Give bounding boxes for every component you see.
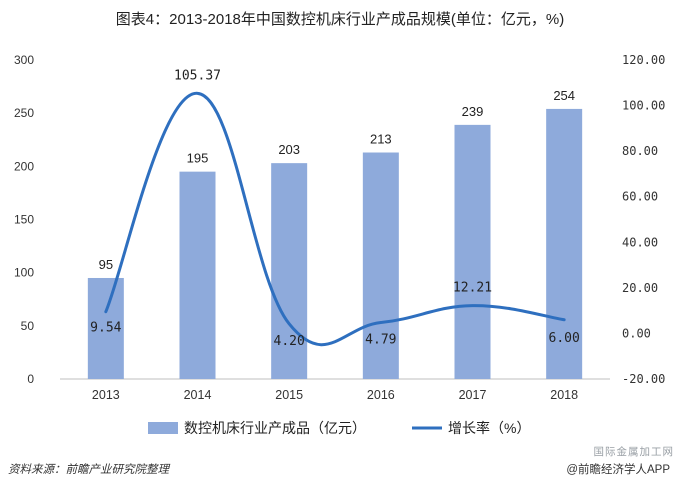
y-left-tick-label: 50: [21, 319, 35, 333]
legend-label-bars: 数控机床行业产成品（亿元）: [184, 420, 366, 436]
growth-rate-label: 105.37: [174, 68, 221, 83]
x-tick-label: 2018: [550, 388, 578, 402]
chart-title: 图表4：2013-2018年中国数控机床行业产成品规模(单位：亿元，%): [115, 11, 565, 28]
y-left-tick-label: 300: [14, 53, 34, 67]
brand-credit: @前瞻经济学人APP: [566, 464, 670, 476]
source-note: 资料来源：前瞻产业研究院整理: [8, 464, 169, 476]
y-right-tick-label: 20.00: [622, 281, 658, 295]
growth-rate-line: [104, 91, 566, 347]
bar-value-label: 254: [553, 88, 575, 103]
y-left-tick-label: 100: [14, 266, 34, 280]
bar: [87, 277, 124, 379]
bar-value-label: 95: [99, 257, 113, 272]
legend-swatch-bars: [148, 422, 178, 434]
y-right-tick-label: 60.00: [622, 190, 658, 204]
y-right-tick-label: 120.00: [622, 53, 665, 67]
y-right-tick-label: -20.00: [622, 372, 665, 386]
growth-rate-label: 6.00: [549, 331, 580, 346]
bar: [362, 152, 399, 379]
y-left-tick-label: 250: [14, 106, 34, 120]
y-right-tick-label: 0.00: [622, 326, 651, 340]
legend-label-line: 增长率（%）: [448, 420, 530, 436]
y-left-tick-label: 200: [14, 159, 34, 173]
bar: [179, 171, 216, 379]
y-left-tick-label: 150: [14, 213, 34, 227]
y-right-tick-label: 80.00: [622, 144, 658, 158]
x-tick-label: 2015: [275, 388, 303, 402]
watermark-site-text: 国际金属加工网: [593, 446, 674, 458]
bar: [271, 163, 308, 379]
growth-rate-label: 4.79: [365, 333, 396, 348]
growth-rate-label: 4.20: [274, 334, 305, 349]
growth-rate-label: 9.54: [90, 321, 121, 336]
x-tick-label: 2016: [367, 388, 395, 402]
bar: [454, 124, 491, 379]
bar-value-label: 203: [278, 142, 300, 157]
x-tick-label: 2017: [459, 388, 487, 402]
growth-rate-label: 12.21: [453, 281, 492, 296]
y-left-tick-label: 0: [27, 372, 34, 386]
y-right-tick-label: 40.00: [622, 235, 658, 249]
bar-value-label: 195: [187, 151, 209, 166]
x-tick-label: 2013: [92, 388, 120, 402]
bar-value-label: 239: [462, 104, 484, 119]
y-right-tick-label: 100.00: [622, 99, 665, 113]
bar-value-label: 213: [370, 132, 392, 147]
bar: [546, 108, 583, 379]
x-tick-label: 2014: [184, 388, 212, 402]
